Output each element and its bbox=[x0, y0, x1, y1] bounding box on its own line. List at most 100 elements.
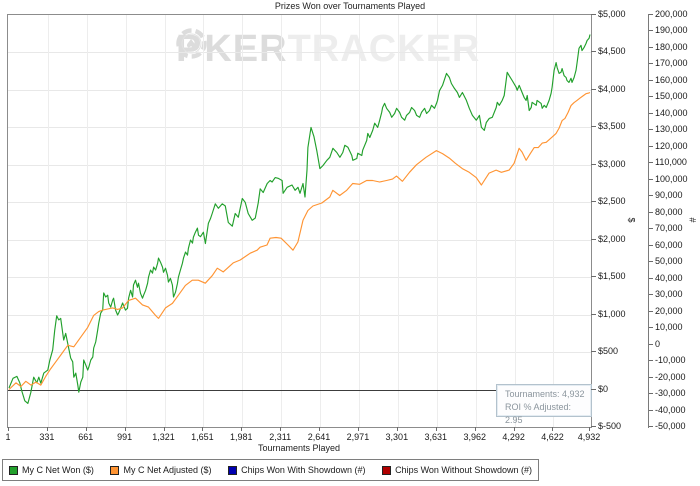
x-tick-label: 661 bbox=[78, 432, 94, 442]
legend-label: Chips Won With Showdown (#) bbox=[241, 465, 366, 475]
series-line-my-c-net-adjusted- bbox=[8, 91, 591, 390]
tick-mark bbox=[47, 427, 48, 431]
x-tick-label: 3,301 bbox=[385, 432, 409, 442]
tick-mark bbox=[649, 393, 653, 394]
hash-tick-label: 50,000 bbox=[655, 256, 683, 267]
hash-axis-title: # bbox=[687, 217, 698, 223]
tick-mark bbox=[649, 212, 653, 213]
x-tick-label: 3,962 bbox=[463, 432, 486, 442]
hover-info-roi: ROI % Adjusted: 2.95 bbox=[505, 402, 572, 425]
tick-mark bbox=[649, 195, 653, 196]
tick-mark bbox=[649, 146, 653, 147]
hover-info-box: Tournaments: 4,932 ROI % Adjusted: 2.95 bbox=[496, 384, 592, 425]
x-tick-label: 1 bbox=[5, 432, 11, 442]
tick-mark bbox=[649, 47, 653, 48]
hash-tick-label: -40,000 bbox=[655, 404, 686, 415]
hash-tick-label: -30,000 bbox=[655, 388, 686, 399]
tick-mark bbox=[591, 389, 596, 390]
tick-mark bbox=[591, 14, 596, 15]
dollar-tick-label: $500 bbox=[598, 346, 619, 357]
legend: My C Net Won ($) My C Net Adjusted ($) Chi… bbox=[2, 459, 539, 481]
x-tick-label: 2,641 bbox=[307, 432, 331, 442]
series-line-my-c-net-won- bbox=[8, 34, 591, 404]
hash-tick-label: 130,000 bbox=[655, 124, 688, 135]
tick-mark bbox=[649, 30, 653, 31]
legend-item-my-c-net-adjusted-[interactable]: My C Net Adjusted ($) bbox=[110, 465, 211, 475]
hash-tick-label: -50,000 bbox=[655, 421, 686, 431]
hash-tick-label: 180,000 bbox=[655, 41, 688, 52]
tick-mark bbox=[319, 427, 320, 431]
plot-area[interactable]: P ♠ KER TRACKER Tournaments: 4,932 ROI %… bbox=[7, 14, 592, 428]
tick-mark bbox=[649, 63, 653, 64]
tick-mark bbox=[649, 80, 653, 81]
tick-mark bbox=[649, 113, 653, 114]
dollar-tick-label: $5,000 bbox=[598, 9, 626, 19]
hash-tick-label: 10,000 bbox=[655, 322, 683, 333]
x-tick-label: 1,981 bbox=[230, 432, 253, 442]
hash-tick-label: -20,000 bbox=[655, 371, 686, 382]
tick-mark bbox=[591, 314, 596, 315]
hash-tick-label: 150,000 bbox=[655, 91, 688, 102]
chart-title: Prizes Won over Tournaments Played bbox=[274, 1, 426, 11]
hash-tick-label: 0 bbox=[655, 338, 661, 349]
dollar-tick-label: $4,000 bbox=[598, 83, 626, 94]
x-tick-label: 991 bbox=[117, 432, 133, 442]
dollar-tick-label: $1,500 bbox=[598, 271, 626, 282]
tick-mark bbox=[649, 179, 653, 180]
tick-mark bbox=[436, 427, 437, 431]
legend-label: My C Net Adjusted ($) bbox=[123, 465, 212, 475]
hash-tick-label: -10,000 bbox=[655, 355, 686, 366]
hash-axis-line bbox=[648, 14, 649, 428]
legend-item-my-c-net-won-[interactable]: My C Net Won ($) bbox=[9, 465, 94, 475]
legend-marker-icon bbox=[228, 465, 238, 475]
x-tick-label: 331 bbox=[39, 432, 55, 442]
tick-mark bbox=[649, 311, 653, 312]
hash-tick-label: 100,000 bbox=[655, 173, 688, 184]
tick-mark bbox=[649, 294, 653, 295]
dollar-tick-label: $0 bbox=[598, 383, 609, 394]
tick-mark bbox=[358, 427, 359, 431]
tick-mark bbox=[202, 427, 203, 431]
legend-marker-icon bbox=[110, 465, 120, 475]
tick-mark bbox=[649, 245, 653, 246]
hash-tick-label: 170,000 bbox=[655, 58, 688, 69]
tick-mark bbox=[8, 427, 9, 431]
plot-svg bbox=[8, 15, 591, 427]
x-tick-label: 4,932 bbox=[577, 432, 601, 442]
hash-tick-label: 140,000 bbox=[655, 107, 688, 118]
tick-mark bbox=[591, 426, 596, 427]
hover-info-tournaments: Tournaments: 4,932 bbox=[505, 389, 585, 399]
x-tick-label: 3,631 bbox=[424, 432, 447, 442]
hash-tick-label: 190,000 bbox=[655, 25, 688, 36]
tick-mark bbox=[591, 276, 596, 277]
legend-item-chips-won-without-showdown-[interactable]: Chips Won Without Showdown (#) bbox=[382, 465, 532, 475]
dollar-axis-title: $ bbox=[626, 217, 637, 223]
tick-mark bbox=[649, 426, 653, 427]
tick-mark bbox=[649, 360, 653, 361]
dollar-tick-label: $3,000 bbox=[598, 158, 626, 169]
tick-mark bbox=[591, 351, 596, 352]
tick-mark bbox=[649, 162, 653, 163]
tick-mark bbox=[649, 96, 653, 97]
hash-tick-label: 70,000 bbox=[655, 223, 683, 234]
tick-mark bbox=[86, 427, 87, 431]
tick-mark bbox=[591, 51, 596, 52]
hash-tick-label: 40,000 bbox=[655, 272, 683, 283]
x-tick-label: 4,292 bbox=[502, 432, 525, 442]
hash-tick-label: 80,000 bbox=[655, 206, 683, 217]
x-axis-title: Tournaments Played bbox=[257, 443, 341, 453]
dollar-tick-label: $1,000 bbox=[598, 308, 626, 319]
legend-item-chips-won-with-showdown-[interactable]: Chips Won With Showdown (#) bbox=[228, 465, 365, 475]
hash-tick-label: 120,000 bbox=[655, 140, 688, 151]
tick-mark bbox=[591, 239, 596, 240]
tick-mark bbox=[241, 427, 242, 431]
dollar-tick-label: $3,500 bbox=[598, 121, 626, 132]
tick-mark bbox=[649, 344, 653, 345]
legend-marker-icon bbox=[9, 465, 18, 475]
tick-mark bbox=[649, 377, 653, 378]
tick-mark bbox=[649, 261, 653, 262]
tick-mark bbox=[649, 327, 653, 328]
tick-mark bbox=[649, 129, 653, 130]
tick-mark bbox=[280, 427, 281, 431]
